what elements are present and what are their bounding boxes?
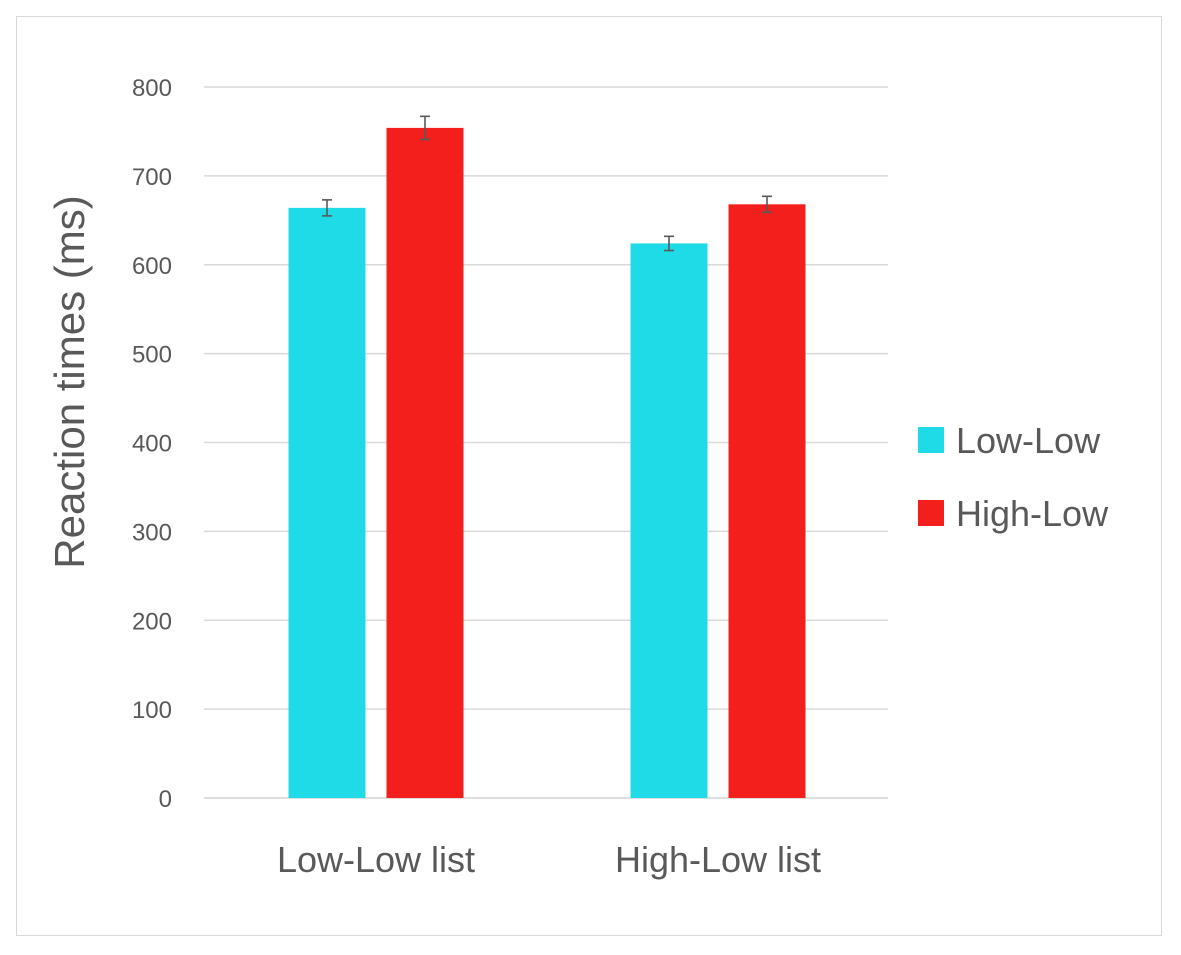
x-category-label: High-Low list	[615, 839, 821, 880]
legend-swatch	[918, 427, 944, 453]
y-tick-label: 400	[132, 431, 172, 458]
y-tick-label: 0	[159, 786, 172, 813]
legend: Low-Low High-Low	[918, 420, 1109, 534]
x-axis-categories: Low-Low list High-Low list	[277, 839, 821, 880]
y-tick-label: 200	[132, 608, 172, 635]
error-bars	[322, 115, 772, 252]
y-axis-title: Reaction times (ms)	[46, 195, 93, 568]
error-bar	[322, 199, 332, 217]
bar-low-low-1	[288, 207, 366, 798]
y-tick-label: 600	[132, 253, 172, 280]
y-tick-label: 100	[132, 697, 172, 724]
legend-item: High-Low	[918, 493, 1109, 534]
legend-label: Low-Low	[956, 420, 1101, 461]
bar-low-low-2	[630, 243, 708, 799]
chart-frame	[16, 16, 1162, 936]
error-bar	[762, 195, 772, 214]
legend-item: Low-Low	[918, 420, 1101, 461]
bar-high-low-2	[728, 204, 806, 798]
y-tick-label: 300	[132, 519, 172, 546]
legend-label: High-Low	[956, 493, 1109, 534]
error-bar	[420, 115, 430, 141]
y-axis-ticks: 0 100 200 300 400 500 600 700 800	[132, 75, 172, 813]
legend-swatch	[918, 500, 944, 526]
bar-high-low-1	[386, 127, 464, 798]
y-tick-label: 500	[132, 342, 172, 369]
error-bar	[664, 235, 674, 252]
y-tick-label: 700	[132, 164, 172, 191]
bars	[288, 127, 806, 799]
y-tick-label: 800	[132, 75, 172, 102]
x-category-label: Low-Low list	[277, 839, 475, 880]
